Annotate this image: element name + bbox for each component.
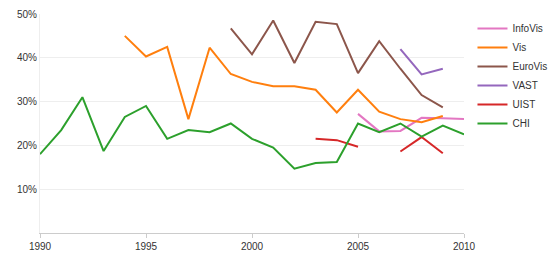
svg-text:50%: 50% [17, 9, 37, 20]
svg-text:2000: 2000 [241, 241, 264, 252]
svg-text:2005: 2005 [347, 241, 370, 252]
svg-text:EuroVis: EuroVis [512, 61, 547, 72]
svg-text:Vis: Vis [512, 42, 526, 53]
svg-text:1990: 1990 [29, 241, 52, 252]
svg-text:40%: 40% [17, 52, 37, 63]
svg-text:20%: 20% [17, 140, 37, 151]
svg-text:1995: 1995 [135, 241, 158, 252]
svg-text:CHI: CHI [512, 118, 529, 129]
svg-text:UIST: UIST [512, 99, 535, 110]
svg-text:VAST: VAST [512, 80, 537, 91]
svg-text:InfoVis: InfoVis [512, 23, 542, 34]
svg-text:2010: 2010 [453, 241, 476, 252]
svg-text:30%: 30% [17, 96, 37, 107]
svg-text:10%: 10% [17, 184, 37, 195]
